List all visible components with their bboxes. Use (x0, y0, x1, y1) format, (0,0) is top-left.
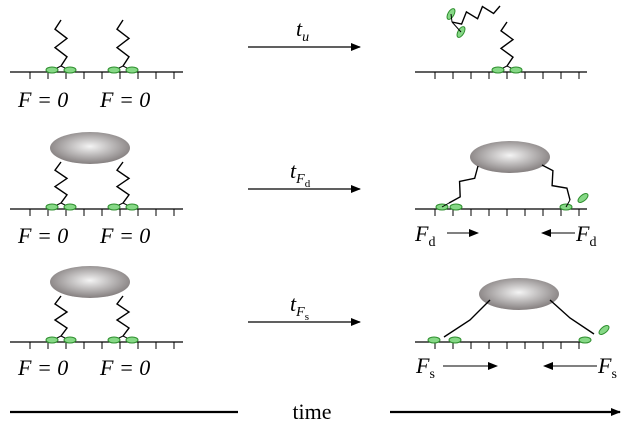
receptor (509, 66, 523, 74)
receptor (427, 336, 441, 344)
cell (470, 141, 550, 173)
arrow-label: tFd (290, 158, 311, 190)
force-label: Fs (415, 353, 435, 382)
cell (50, 266, 130, 298)
receptor (449, 203, 463, 211)
tether (499, 21, 515, 67)
receptor (45, 66, 59, 74)
receptor (63, 203, 77, 211)
linker (451, 21, 462, 33)
receptor (63, 336, 77, 344)
receptor (125, 203, 139, 211)
linker (565, 199, 571, 208)
tether (541, 164, 571, 201)
tether (53, 295, 69, 337)
force-label: Fs (597, 353, 617, 382)
tether (549, 299, 595, 335)
force-label: F = 0 (99, 355, 150, 380)
tether (443, 299, 491, 338)
tether (115, 19, 131, 67)
force-label: F = 0 (99, 223, 150, 248)
arrow-label: tu (296, 16, 309, 45)
linker (441, 202, 450, 208)
receptor (125, 336, 139, 344)
receptor (125, 66, 139, 74)
receptor (107, 336, 121, 344)
linker (450, 13, 453, 23)
receptor (578, 336, 592, 344)
force-label: F = 0 (17, 223, 68, 248)
time-label: time (292, 399, 331, 424)
receptor (45, 203, 59, 211)
force-label: Fd (414, 221, 435, 250)
tether (115, 295, 131, 337)
receptor (63, 66, 77, 74)
force-label: F = 0 (17, 87, 68, 112)
tether (53, 161, 69, 204)
receptor (491, 66, 505, 74)
tether (53, 19, 69, 67)
receptor (107, 203, 121, 211)
cell (50, 132, 130, 164)
force-label: F = 0 (99, 87, 150, 112)
receptor (45, 336, 59, 344)
tether (115, 161, 131, 204)
arrow-label: tFs (290, 291, 309, 323)
receptor (107, 66, 121, 74)
force-label: Fd (575, 221, 596, 250)
receptor (577, 193, 589, 203)
cell (479, 278, 559, 310)
layer (10, 5, 621, 416)
tether (451, 5, 501, 25)
tether (448, 165, 479, 204)
receptor (448, 336, 462, 344)
receptor (598, 325, 610, 335)
force-label: F = 0 (17, 355, 68, 380)
